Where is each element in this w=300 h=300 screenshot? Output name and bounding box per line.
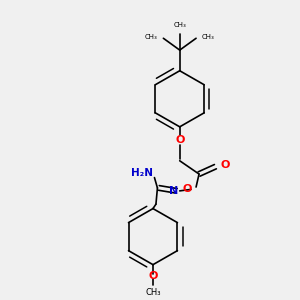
- Text: O: O: [148, 272, 158, 281]
- Text: CH₃: CH₃: [145, 34, 158, 40]
- Text: N: N: [169, 186, 178, 196]
- Text: O: O: [175, 135, 184, 145]
- Text: H₂N: H₂N: [131, 168, 153, 178]
- Text: O: O: [183, 184, 192, 194]
- Text: O: O: [221, 160, 230, 170]
- Text: CH₃: CH₃: [145, 288, 161, 297]
- Text: CH₃: CH₃: [173, 22, 186, 28]
- Text: CH₃: CH₃: [202, 34, 215, 40]
